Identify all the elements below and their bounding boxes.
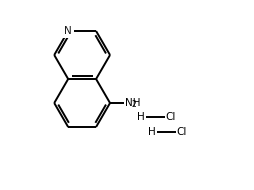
Text: Cl: Cl: [166, 112, 176, 122]
Text: H: H: [137, 112, 145, 122]
Text: NH: NH: [125, 98, 140, 108]
Text: Cl: Cl: [177, 127, 187, 137]
Text: 2: 2: [131, 100, 136, 109]
Text: H: H: [148, 127, 156, 137]
Text: N: N: [64, 26, 72, 36]
